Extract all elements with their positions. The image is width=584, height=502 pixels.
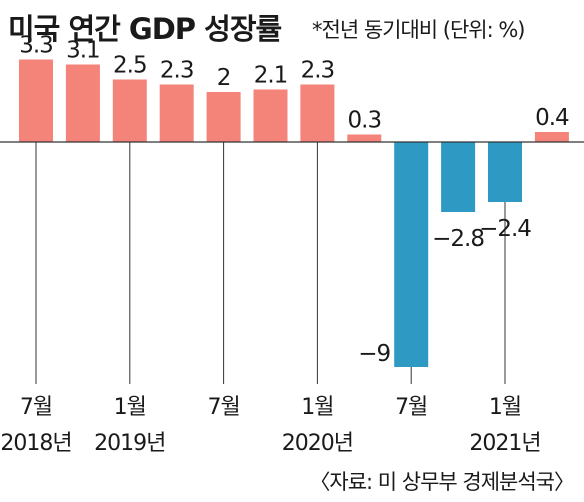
value-label: 3.1 xyxy=(66,38,100,64)
bar xyxy=(488,142,522,202)
x-tick-label: 7월 xyxy=(20,395,52,420)
bar xyxy=(441,142,476,212)
value-label: −2.4 xyxy=(479,216,531,242)
bar xyxy=(159,84,194,142)
value-label: 2 xyxy=(217,65,231,91)
bar xyxy=(534,132,569,142)
bar xyxy=(394,142,429,367)
bar xyxy=(65,64,100,142)
value-label: 3.3 xyxy=(19,33,53,59)
x-tick-year-label: 2021년 xyxy=(469,431,540,456)
value-label: −2.8 xyxy=(432,226,484,252)
bar xyxy=(253,89,288,142)
value-label: 0.3 xyxy=(348,108,382,134)
chart-subtitle: *전년 동기대비 (단위: %) xyxy=(312,18,526,42)
bar xyxy=(347,134,382,142)
value-label: −9 xyxy=(358,341,390,367)
x-tick-label: 1월 xyxy=(489,395,521,420)
bar xyxy=(19,59,53,142)
source-note: 〈자료: 미 상무부 경제분석국〉 xyxy=(309,470,575,494)
bar xyxy=(206,92,241,142)
value-label: 2.5 xyxy=(113,53,147,79)
value-label: 0.4 xyxy=(535,105,569,131)
x-tick-label: 7월 xyxy=(395,395,427,420)
value-label: 2.3 xyxy=(160,58,194,84)
x-tick-year-label: 2020년 xyxy=(282,431,353,456)
x-tick-label: 1월 xyxy=(301,395,333,420)
x-tick-label: 7월 xyxy=(207,395,239,420)
bar xyxy=(112,79,147,142)
x-tick-year-label: 2019년 xyxy=(94,431,165,456)
bar xyxy=(300,84,335,142)
value-label: 2.1 xyxy=(254,63,288,89)
chart-title: 미국 연간 GDP 성장률 xyxy=(8,12,282,46)
x-tick-year-label: 2018년 xyxy=(0,431,71,456)
value-label: 2.3 xyxy=(301,58,335,84)
x-tick-label: 1월 xyxy=(114,395,146,420)
